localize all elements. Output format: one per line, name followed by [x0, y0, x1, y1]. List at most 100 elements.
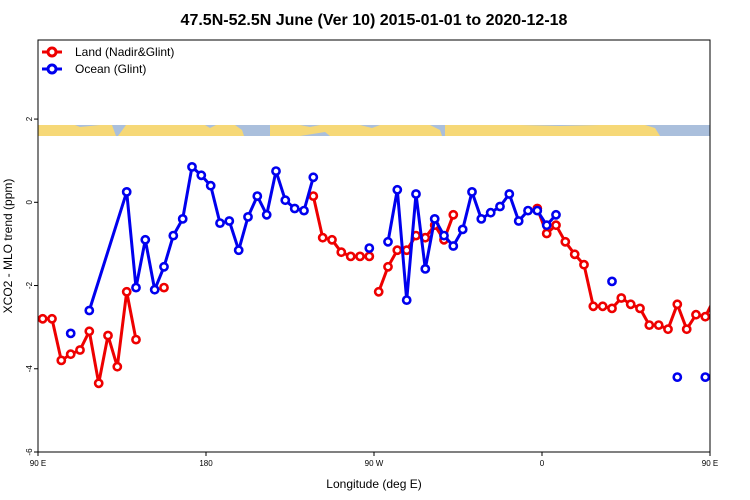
data-point [392, 184, 403, 195]
data-point [56, 355, 67, 366]
x-tick-label: 0 [540, 459, 545, 468]
data-point [485, 207, 496, 218]
data-point [131, 334, 141, 345]
data-point [84, 326, 95, 337]
data-point [177, 213, 188, 224]
data-point [448, 241, 459, 251]
series-layer [38, 161, 746, 389]
data-point [47, 313, 57, 324]
data-point [65, 349, 76, 360]
data-point [383, 261, 393, 272]
data-point [730, 315, 737, 322]
data-point [233, 245, 244, 256]
data-point [569, 249, 580, 260]
chart-title: 47.5N-52.5N June (Ver 10) 2015-01-01 to … [181, 12, 568, 29]
data-point [720, 315, 727, 322]
data-point [663, 324, 673, 335]
data-point [84, 305, 95, 316]
data-point [429, 213, 440, 224]
data-point [644, 320, 655, 330]
data-point [411, 189, 421, 199]
legend-label-land: Land (Nadir&Glint) [75, 45, 174, 59]
data-point [65, 328, 76, 339]
x-tick-label: 90 W [365, 459, 384, 468]
data-point [355, 251, 365, 262]
legend: Land (Nadir&Glint) Ocean (Glint) [42, 45, 174, 76]
data-point [364, 251, 375, 262]
data-point [672, 372, 683, 382]
data-point [653, 320, 664, 330]
data-point [691, 309, 701, 320]
data-point [476, 213, 487, 224]
x-tick-label: 180 [199, 459, 213, 468]
series-land [38, 191, 746, 389]
data-point [289, 203, 300, 214]
data-point [327, 234, 337, 245]
y-tick-label: 2 [25, 116, 34, 121]
data-point [252, 191, 263, 201]
data-point [681, 324, 692, 335]
data-point [373, 286, 384, 297]
data-point [709, 296, 710, 300]
data-point [448, 209, 459, 220]
x-tick-label: 90 E [702, 459, 718, 468]
data-point [299, 205, 309, 216]
x-tick-label: 90 E [30, 459, 46, 468]
series-line [535, 207, 710, 331]
data-point [541, 228, 552, 239]
data-point [392, 245, 403, 256]
data-point [588, 301, 599, 312]
data-point [541, 220, 552, 231]
data-point [261, 209, 272, 220]
data-point [635, 303, 645, 314]
data-point [224, 216, 235, 226]
data-point [38, 313, 48, 324]
data-point [112, 361, 123, 372]
data-point [187, 161, 197, 172]
data-point [168, 230, 179, 241]
data-point [523, 205, 533, 216]
x-axis-label: Longitude (deg E) [326, 477, 421, 491]
data-point [75, 345, 85, 355]
data-point [739, 357, 746, 364]
y-tick-label: 0 [25, 200, 34, 205]
data-point [607, 303, 617, 314]
plot-frame [37, 39, 711, 453]
data-point [121, 286, 132, 297]
data-point [308, 191, 319, 201]
legend-label-ocean: Ocean (Glint) [75, 62, 146, 76]
series-line [87, 165, 315, 311]
data-point [467, 186, 477, 197]
data-point [336, 247, 347, 258]
data-point [560, 236, 571, 247]
y-axis-label: XCO2 - MLO trend (ppm) [1, 179, 15, 314]
data-point [504, 189, 515, 199]
data-point [205, 180, 216, 191]
data-point [625, 299, 636, 310]
data-point [616, 293, 627, 303]
legend-item-ocean: Ocean (Glint) [42, 62, 146, 76]
series-ocean [65, 161, 710, 382]
data-point [672, 299, 683, 310]
data-point [317, 232, 328, 243]
data-point [149, 284, 160, 295]
y-tick-label: -4 [25, 365, 34, 373]
data-point [551, 209, 561, 220]
data-point [93, 378, 104, 389]
data-point [513, 216, 524, 226]
data-point [131, 282, 141, 293]
data-point [551, 220, 561, 231]
axes: 90 E 180 90 W 0 90 E -6 -4 -2 0 2 [25, 116, 718, 468]
data-point [345, 251, 356, 262]
data-point [383, 236, 393, 247]
data-point [420, 263, 431, 274]
series-line [386, 188, 558, 302]
data-point [159, 282, 169, 293]
data-point [495, 201, 505, 212]
data-point [308, 172, 319, 183]
data-point [532, 205, 543, 216]
legend-item-land: Land (Nadir&Glint) [42, 45, 174, 59]
data-point [700, 311, 710, 322]
data-point [401, 245, 412, 256]
